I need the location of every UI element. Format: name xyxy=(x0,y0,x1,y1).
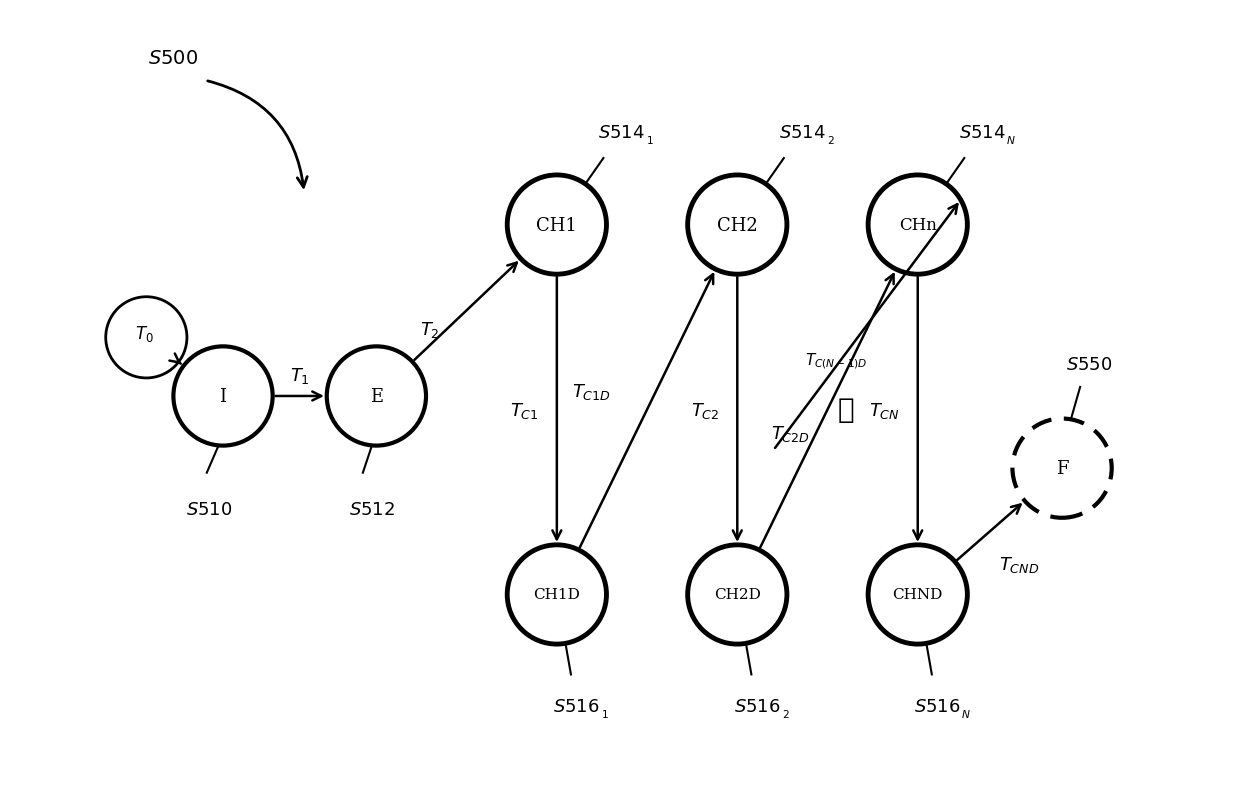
Circle shape xyxy=(507,176,606,275)
Text: $_N$: $_N$ xyxy=(961,706,971,720)
Text: $S500$: $S500$ xyxy=(149,49,198,67)
Text: $T_{C2D}$: $T_{C2D}$ xyxy=(770,423,810,444)
Text: $T_1$: $T_1$ xyxy=(290,366,310,386)
Circle shape xyxy=(507,545,606,644)
Text: $S512$: $S512$ xyxy=(348,500,394,518)
Text: CH1: CH1 xyxy=(537,217,578,234)
Text: $_2$: $_2$ xyxy=(827,133,835,148)
Text: $S516$: $S516$ xyxy=(553,697,600,714)
Circle shape xyxy=(868,176,967,275)
Text: $_2$: $_2$ xyxy=(782,706,790,720)
Circle shape xyxy=(688,545,787,644)
Text: CH1D: CH1D xyxy=(533,588,580,602)
Text: I: I xyxy=(219,388,227,406)
Circle shape xyxy=(688,176,787,275)
Text: CH2: CH2 xyxy=(717,217,758,234)
Text: $T_{CN}$: $T_{CN}$ xyxy=(869,400,900,420)
Circle shape xyxy=(1013,419,1112,518)
Text: $S514$: $S514$ xyxy=(598,124,645,142)
Circle shape xyxy=(174,347,273,446)
Text: $T_0$: $T_0$ xyxy=(135,324,154,343)
Text: $T_{C1}$: $T_{C1}$ xyxy=(510,400,539,420)
Text: E: E xyxy=(370,388,383,406)
Text: $S514$: $S514$ xyxy=(959,124,1006,142)
Text: $S516$: $S516$ xyxy=(734,697,780,714)
Text: $T_{CND}$: $T_{CND}$ xyxy=(999,554,1039,574)
Circle shape xyxy=(327,347,427,446)
Text: $_N$: $_N$ xyxy=(1007,133,1017,148)
Text: $T_2$: $T_2$ xyxy=(420,320,439,340)
Text: $_1$: $_1$ xyxy=(646,133,655,148)
Circle shape xyxy=(868,545,967,644)
Text: $S516$: $S516$ xyxy=(914,697,961,714)
Text: $T_{C(N-1)D}$: $T_{C(N-1)D}$ xyxy=(805,350,867,371)
Circle shape xyxy=(105,298,187,379)
Text: CHND: CHND xyxy=(893,588,942,602)
Text: $S550$: $S550$ xyxy=(1066,356,1112,374)
Text: $T_{C1D}$: $T_{C1D}$ xyxy=(572,382,611,402)
Text: F: F xyxy=(1055,460,1069,478)
Text: CH2D: CH2D xyxy=(714,588,760,602)
Text: ⋮: ⋮ xyxy=(837,397,854,423)
Text: CHn: CHn xyxy=(899,217,936,234)
Text: $T_{C2}$: $T_{C2}$ xyxy=(691,400,719,420)
Text: $_1$: $_1$ xyxy=(601,706,609,720)
Text: $S514$: $S514$ xyxy=(779,124,826,142)
Text: $S510$: $S510$ xyxy=(186,500,233,518)
